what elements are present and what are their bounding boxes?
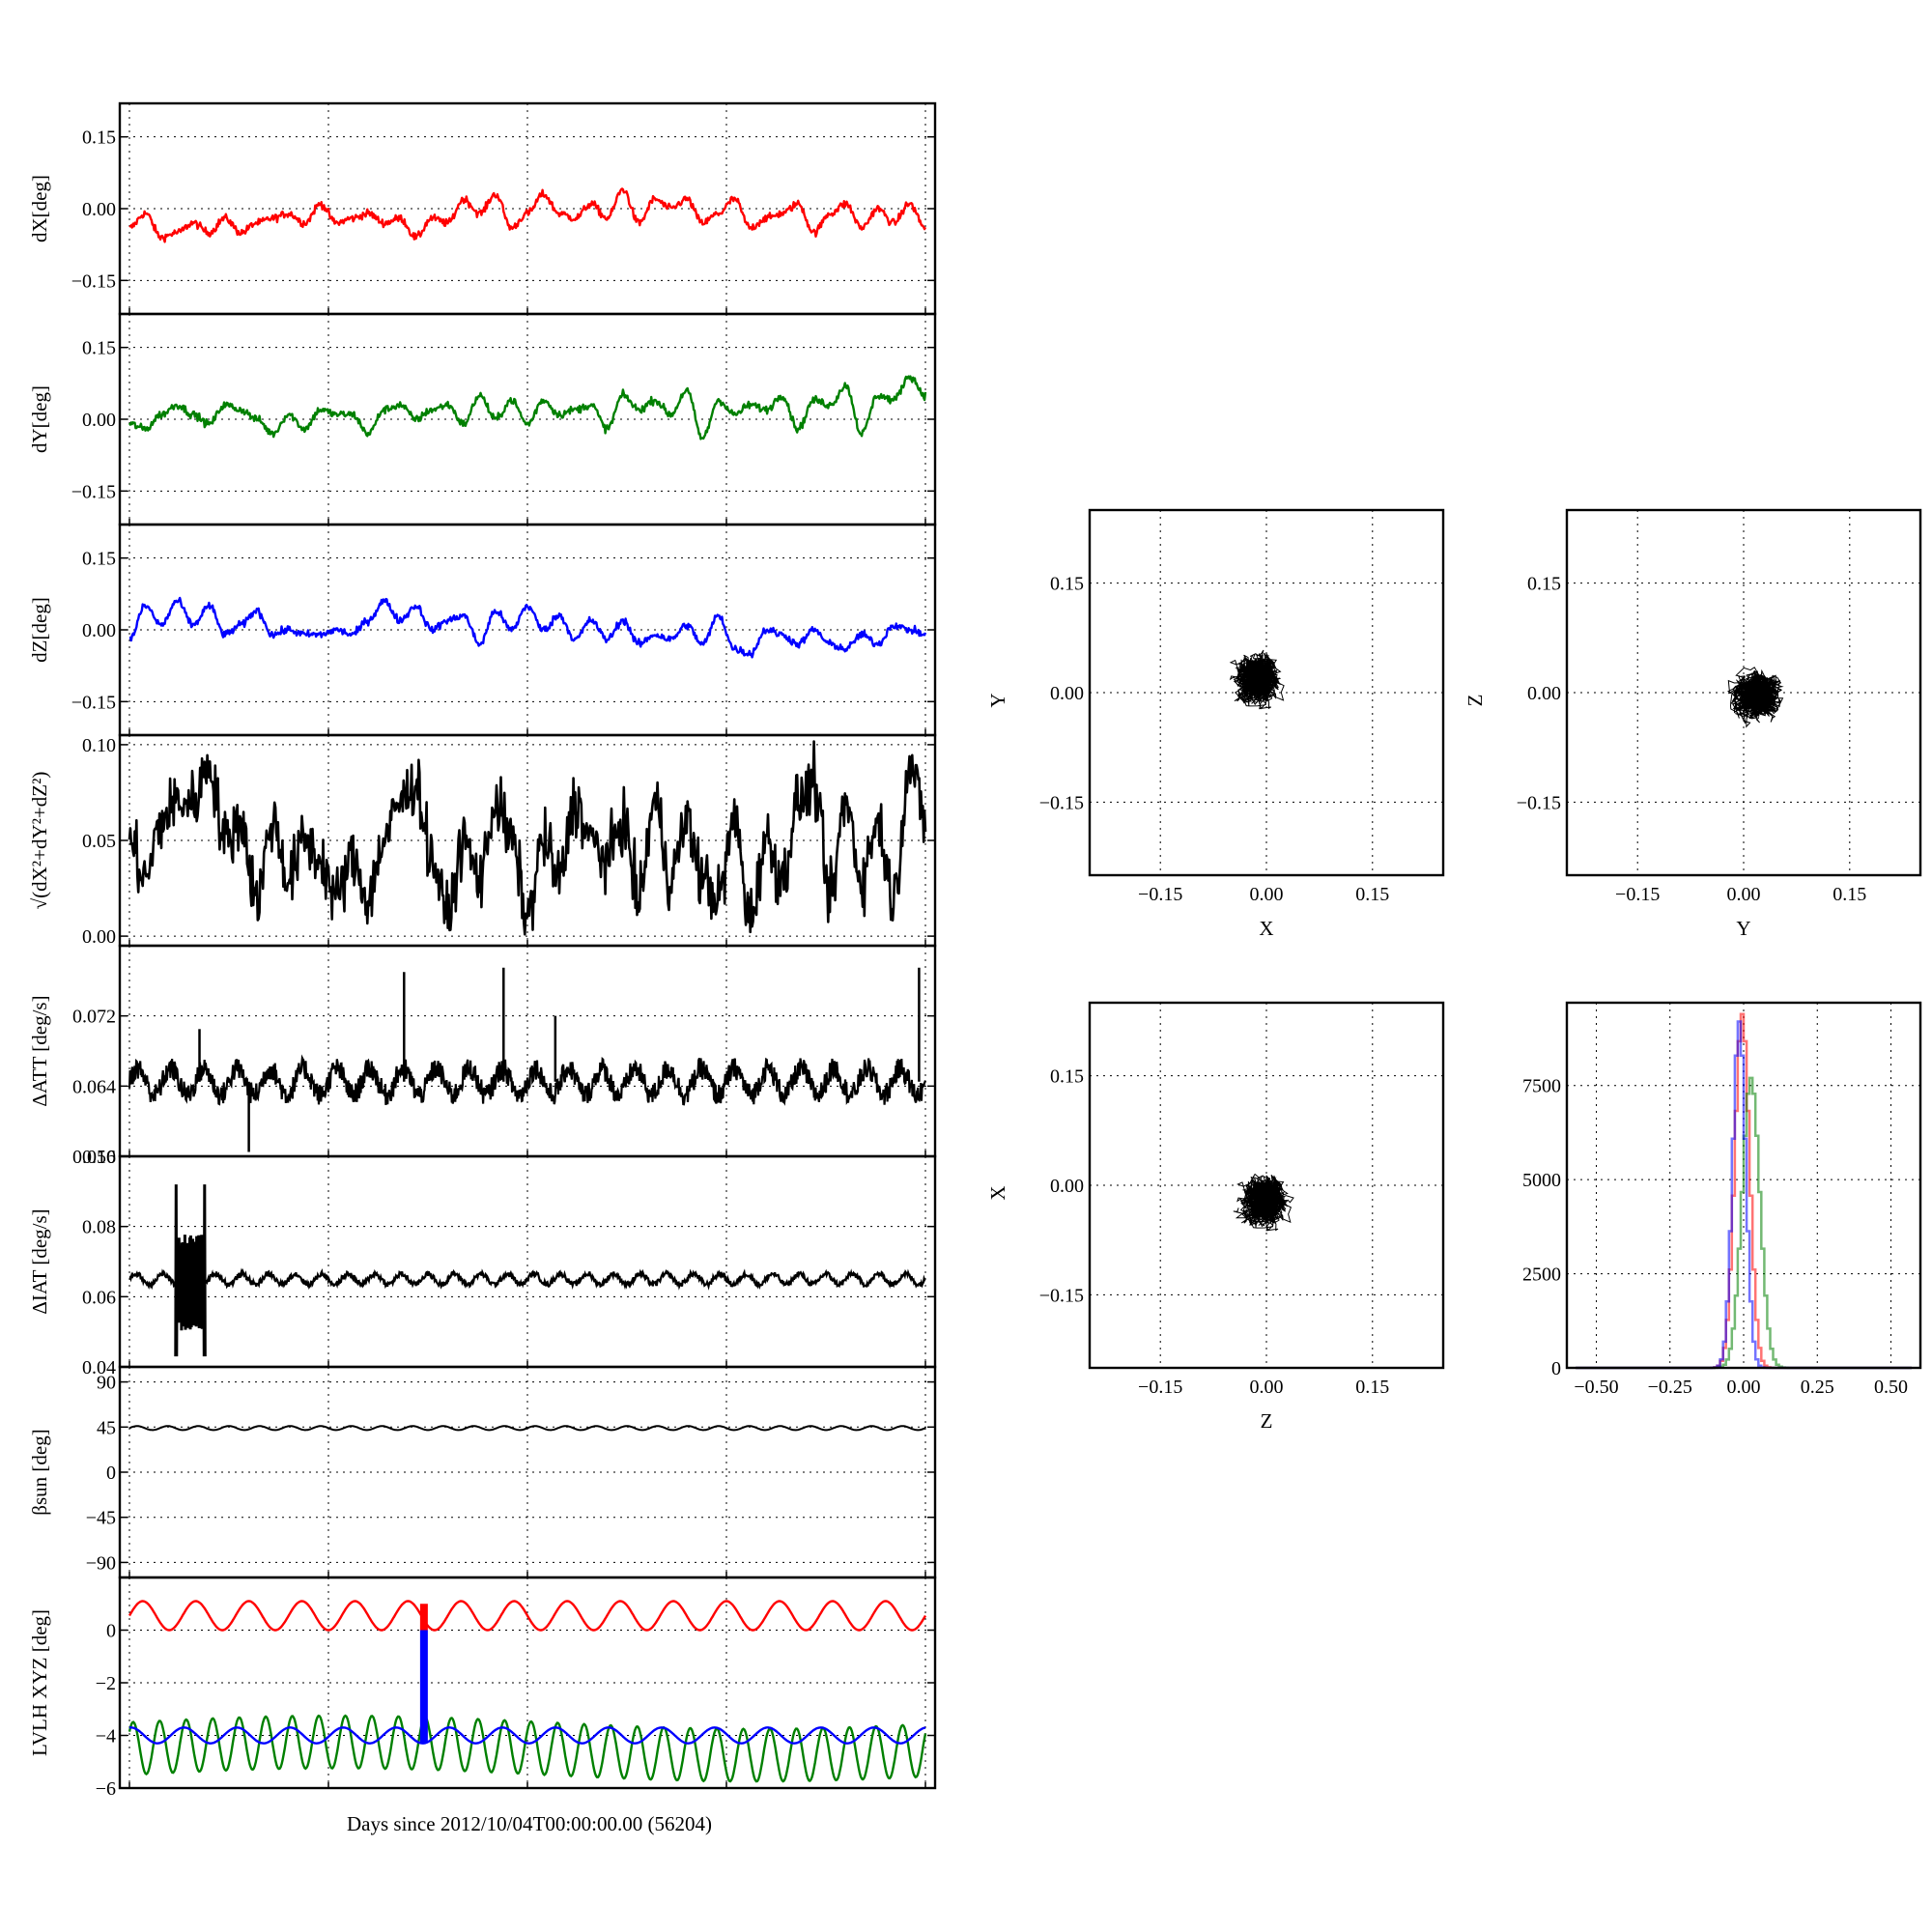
scatter-panel-ZX: −0.15 −0.15 0.00 0.00 0.15 0.15 Z X [986,1001,1445,1433]
y-tick-label: 0.00 [82,410,116,431]
y-tick-label: 0.10 [82,1147,116,1168]
y-tick-label: 0.00 [82,620,116,641]
x-tick-label: −0.15 [1138,884,1182,905]
x-tick-label: 0.25 [1801,1377,1834,1398]
y-tick-label: 0.00 [82,926,116,948]
x-tick-label: −0.15 [1138,1377,1182,1398]
series-line [128,187,927,243]
y-tick-label: 0.15 [1050,574,1084,595]
x-tick-label: 0.50 [1874,1377,1908,1398]
scatter-trace [1233,1173,1294,1232]
y-tick-label: 0.00 [1050,683,1084,704]
y-tick-label: 0.06 [82,1287,116,1308]
series-line [128,1726,926,1745]
y-tick-label: −0.15 [71,481,116,502]
y-axis-label: Y [986,693,1009,707]
y-tick-label: 0.04 [82,1357,116,1378]
x-tick-label: 0.00 [1727,884,1761,905]
y-tick-label: 5000 [1522,1170,1561,1191]
x-tick-label: 0.15 [1355,884,1389,905]
y-tick-label: 0.05 [82,831,116,852]
y-tick-label: 0.15 [1527,574,1561,595]
y-axis-label: LVLH XYZ [deg] [28,1609,51,1756]
x-tick-label: 0.00 [1250,1377,1284,1398]
y-axis-label: X [986,1185,1009,1200]
y-tick-label: 90 [97,1373,116,1394]
panel-frame [1565,508,1922,877]
y-tick-label: −2 [96,1673,116,1694]
y-tick-label: −0.15 [71,270,116,292]
timeseries-panel-1: −0.15 0.00 0.15 dX[deg] [28,103,935,314]
y-axis-label: dY[deg] [28,385,51,453]
x-axis-label: Z [1261,1409,1273,1433]
panel-frame [1565,1001,1922,1370]
scatter-panel-YZ: −0.15 −0.15 0.00 0.00 0.15 0.15 Y Z [1463,508,1922,940]
y-tick-label: 0.072 [72,1007,116,1028]
y-tick-label: 0 [1551,1358,1561,1379]
y-tick-label: 45 [97,1417,116,1438]
y-axis-label: βsun [deg] [28,1429,51,1515]
series-line [128,740,927,936]
y-axis-label: Z [1463,695,1487,707]
y-axis-label: dZ[deg] [28,597,51,663]
x-axis-label: X [1259,917,1273,940]
y-tick-label: 0.15 [82,338,116,359]
y-tick-label: −45 [86,1508,116,1529]
x-tick-label: 0.00 [1727,1377,1761,1398]
scatter-panel-XY: −0.15 −0.15 0.00 0.00 0.15 0.15 X Y [986,508,1445,940]
y-tick-label: 7500 [1522,1076,1561,1097]
x-axis-label: Y [1736,917,1750,940]
y-tick-label: 0.056 [72,1147,116,1168]
y-tick-label: 0.10 [82,735,116,756]
y-tick-label: −90 [86,1552,116,1574]
y-tick-label: −6 [96,1778,116,1800]
x-tick-label: 0.15 [1833,884,1866,905]
series-line [128,1600,927,1632]
y-axis-label: ΔIAT [deg/s] [28,1208,51,1314]
timeseries-panel-4: 0.00 0.05 0.10 √(dX²+dY²+dZ²) [28,735,935,948]
series-line [128,1714,927,1783]
y-tick-label: 0 [106,1463,116,1484]
y-tick-label: 0.00 [1527,683,1561,704]
series-line [128,375,927,440]
burst [174,1184,207,1357]
series-line [128,1425,926,1432]
y-tick-label: −0.15 [71,692,116,713]
histogram-panel: −0.50 −0.25 0.00 0.25 0.50 0 2500 5000 7500 [1522,1001,1922,1398]
timeseries-panel-7: −90 −45 0 45 90 βsun [deg] [28,1367,935,1577]
x-tick-label: 0.00 [1250,884,1284,905]
x-axis-label: Days since 2012/10/04T00:00:00.00 (56204… [347,1812,712,1835]
y-tick-label: −0.15 [1039,1285,1084,1306]
y-tick-label: 0.15 [82,549,116,570]
y-tick-label: 0 [106,1621,116,1642]
timeseries-panel-2: −0.15 0.00 0.15 dY[deg] [28,314,935,525]
panel-frame [1088,508,1445,877]
y-tick-label: −0.15 [1517,792,1561,813]
series-line [128,1267,926,1291]
y-tick-label: −0.15 [1039,792,1084,813]
y-tick-label: 0.15 [82,128,116,149]
y-axis-label: √(dX²+dY²+dZ²) [28,772,51,910]
y-tick-label: 2500 [1522,1264,1561,1286]
x-tick-label: −0.50 [1574,1377,1618,1398]
x-tick-label: −0.25 [1648,1377,1692,1398]
series-line [128,596,927,659]
timeseries-panel-3: −0.15 0.00 0.15 dZ[deg] [28,525,935,735]
timeseries-panel-6: 0.04 0.06 0.08 0.10 ΔIAT [deg/s] [28,1147,935,1378]
x-tick-label: 0.15 [1355,1377,1389,1398]
y-tick-label: 0.00 [1050,1176,1084,1197]
y-axis-label: ΔATT [deg/s] [28,995,51,1106]
y-tick-label: 0.00 [82,199,116,220]
scatter-trace [1727,667,1784,728]
x-tick-label: −0.15 [1615,884,1660,905]
y-tick-label: 0.08 [82,1217,116,1238]
y-tick-label: 0.15 [1050,1066,1084,1088]
series-line [128,1054,927,1106]
y-axis-label: dX[deg] [28,175,51,242]
panel-frame [1088,1001,1445,1370]
y-tick-label: 0.064 [72,1076,116,1097]
scatter-trace [1229,649,1285,710]
y-tick-label: −4 [96,1726,116,1747]
